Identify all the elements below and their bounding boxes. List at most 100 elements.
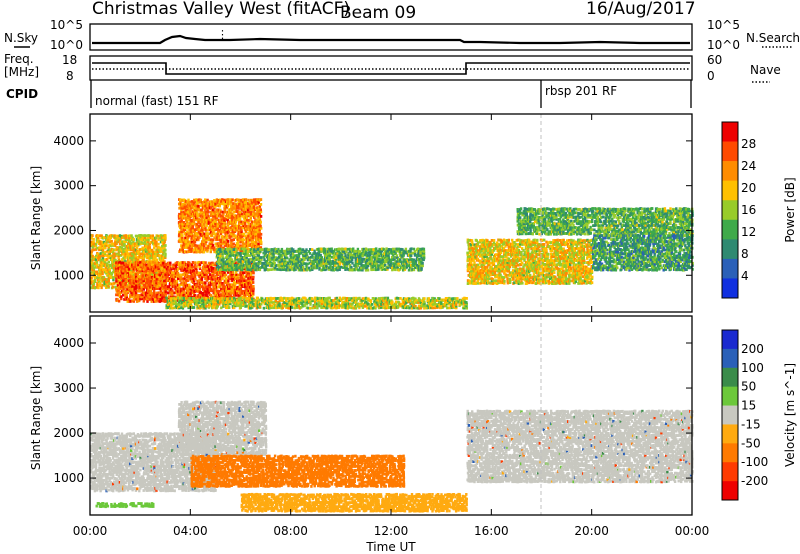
data-cell	[194, 244, 196, 247]
noise-right-tick-bottom: 10^0	[707, 38, 740, 52]
noise-right-label: N.Search	[746, 31, 800, 45]
data-cell	[112, 286, 114, 289]
data-cell	[141, 261, 143, 264]
data-cell	[329, 254, 331, 257]
data-cell	[181, 234, 183, 237]
data-cell	[182, 279, 184, 282]
data-cell	[164, 237, 166, 240]
data-cell	[351, 262, 353, 265]
data-cell	[252, 272, 254, 275]
data-cell	[227, 240, 229, 243]
data-cell	[122, 270, 124, 273]
data-cell	[305, 248, 307, 251]
data-cell	[218, 242, 220, 245]
data-cell	[247, 222, 249, 225]
data-cell	[145, 234, 147, 237]
data-cell	[299, 258, 301, 261]
data-cell	[197, 205, 199, 208]
data-cell	[156, 259, 158, 262]
data-cell	[201, 278, 203, 281]
data-cell	[243, 276, 245, 279]
data-cell	[147, 239, 149, 242]
data-cell	[171, 271, 173, 274]
data-cell	[204, 261, 206, 264]
date-label: 16/Aug/2017	[586, 0, 696, 19]
data-cell	[153, 247, 155, 250]
data-cell	[198, 266, 200, 269]
data-cell	[245, 198, 247, 201]
data-cell	[102, 268, 104, 271]
data-cell	[93, 248, 95, 251]
data-cell	[320, 248, 322, 251]
data-cell	[131, 275, 133, 278]
data-cell	[239, 241, 241, 244]
data-cell	[286, 257, 288, 260]
data-cell	[233, 238, 235, 241]
data-cell	[242, 248, 244, 251]
data-cell	[212, 274, 214, 277]
data-cell	[117, 272, 119, 275]
data-cell	[249, 254, 251, 257]
data-cell	[259, 225, 261, 228]
data-cell	[313, 250, 315, 253]
data-cell	[260, 221, 262, 224]
data-cell	[129, 271, 131, 274]
data-cell	[212, 267, 214, 270]
data-cell	[194, 278, 196, 281]
data-cell	[90, 276, 92, 279]
data-cell	[94, 279, 96, 282]
data-cell	[93, 267, 95, 270]
data-cell	[305, 252, 307, 255]
data-cell	[385, 247, 387, 250]
data-cell	[246, 219, 248, 222]
data-cell	[347, 248, 349, 251]
data-cell	[235, 221, 237, 224]
data-cell	[231, 198, 233, 201]
data-cell	[112, 276, 114, 279]
data-cell	[267, 262, 269, 265]
data-cell	[252, 276, 254, 279]
data-cell	[367, 269, 369, 272]
data-cell	[345, 250, 347, 253]
data-cell	[361, 260, 363, 263]
data-cell	[225, 274, 227, 277]
freq-label-line2: [MHz]	[4, 65, 39, 79]
freq-label-line1: Freq.	[4, 52, 34, 66]
data-cell	[284, 256, 286, 259]
data-cell	[194, 235, 196, 238]
data-cell	[239, 218, 241, 221]
data-cell	[108, 261, 110, 264]
data-cell	[128, 268, 130, 271]
data-cell	[154, 262, 156, 265]
data-cell	[126, 294, 128, 297]
data-cell	[213, 199, 215, 202]
data-cell	[164, 253, 166, 256]
noise-spike-marker: ⋮	[217, 28, 228, 41]
data-cell	[283, 250, 285, 253]
data-cell	[253, 248, 255, 251]
data-cell	[299, 248, 301, 251]
data-cell	[191, 200, 193, 203]
data-cell	[136, 247, 138, 250]
data-cell	[154, 255, 156, 258]
data-cell	[127, 252, 129, 255]
data-cell	[367, 265, 369, 268]
data-cell	[202, 292, 204, 295]
data-cell	[203, 223, 205, 226]
data-cell	[268, 268, 270, 271]
data-cell	[391, 269, 393, 272]
data-cell	[131, 285, 133, 288]
freq-panel-frame	[90, 56, 692, 80]
noise-left-tick-bottom: 10^0	[50, 38, 83, 52]
data-cell	[233, 243, 235, 246]
data-cell	[392, 248, 394, 251]
data-cell	[152, 234, 154, 237]
data-cell	[209, 273, 211, 276]
data-cell	[243, 239, 245, 242]
data-cell	[250, 284, 252, 287]
data-cell	[165, 290, 167, 293]
data-cell	[390, 259, 392, 262]
data-cell	[360, 263, 362, 266]
data-cell	[92, 255, 94, 258]
data-cell	[272, 252, 274, 255]
